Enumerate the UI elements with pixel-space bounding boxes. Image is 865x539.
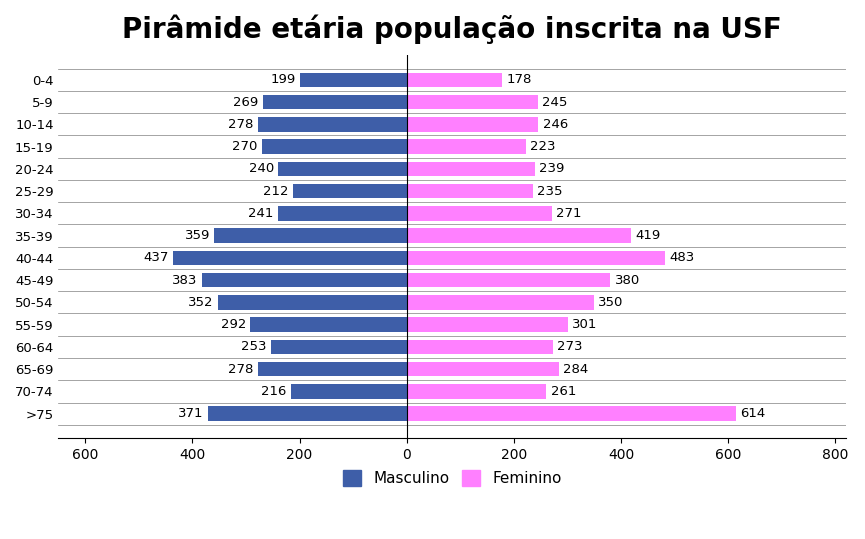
Bar (279, 162, 407, 176)
Bar (215, 229, 407, 243)
Bar (250, 317, 407, 332)
Bar (258, 117, 407, 132)
Text: 245: 245 (542, 95, 567, 108)
Bar (278, 206, 407, 220)
Bar (202, 273, 407, 287)
Text: 271: 271 (556, 207, 581, 220)
Bar (263, 95, 407, 109)
Bar (407, 384, 547, 399)
Text: 273: 273 (557, 340, 583, 354)
Bar (407, 184, 533, 198)
Text: 352: 352 (189, 296, 214, 309)
Bar (258, 362, 407, 376)
Text: 240: 240 (248, 162, 274, 175)
Bar (407, 73, 502, 87)
Text: 278: 278 (228, 363, 253, 376)
Text: 178: 178 (506, 73, 532, 86)
Text: 371: 371 (178, 407, 203, 420)
Text: 241: 241 (248, 207, 273, 220)
Text: 350: 350 (599, 296, 624, 309)
Bar (262, 140, 407, 154)
Text: 284: 284 (563, 363, 588, 376)
Bar (407, 317, 568, 332)
Text: 270: 270 (233, 140, 258, 153)
Text: 239: 239 (539, 162, 564, 175)
Text: 235: 235 (537, 184, 562, 198)
Bar (300, 73, 407, 87)
Bar (291, 384, 407, 399)
Bar (407, 229, 631, 243)
Text: 223: 223 (530, 140, 556, 153)
Bar (407, 362, 559, 376)
Text: 216: 216 (261, 385, 286, 398)
Text: 261: 261 (551, 385, 576, 398)
Bar (407, 95, 538, 109)
Text: 199: 199 (271, 73, 296, 86)
Bar (407, 295, 594, 309)
Text: 269: 269 (233, 95, 259, 108)
Bar (218, 295, 407, 309)
Bar (407, 206, 552, 220)
Bar (407, 117, 538, 132)
Text: 292: 292 (221, 318, 246, 331)
Text: 301: 301 (573, 318, 598, 331)
Bar (173, 251, 407, 265)
Bar (407, 140, 526, 154)
Bar (293, 184, 407, 198)
Bar (407, 406, 735, 421)
Bar (407, 340, 553, 354)
Text: 614: 614 (740, 407, 766, 420)
Legend: Masculino, Feminino: Masculino, Feminino (336, 464, 567, 492)
Text: 383: 383 (172, 274, 197, 287)
Text: 246: 246 (542, 118, 568, 131)
Bar (271, 340, 407, 354)
Text: 212: 212 (263, 184, 289, 198)
Title: Pirâmide etária população inscrita na USF: Pirâmide etária população inscrita na US… (122, 15, 782, 45)
Bar (407, 273, 610, 287)
Text: 359: 359 (185, 229, 210, 242)
Bar (407, 251, 665, 265)
Bar (407, 162, 535, 176)
Text: 253: 253 (241, 340, 267, 354)
Text: 278: 278 (228, 118, 253, 131)
Text: 437: 437 (143, 251, 169, 264)
Text: 483: 483 (670, 251, 695, 264)
Text: 419: 419 (636, 229, 661, 242)
Text: 380: 380 (614, 274, 640, 287)
Bar (208, 406, 407, 421)
